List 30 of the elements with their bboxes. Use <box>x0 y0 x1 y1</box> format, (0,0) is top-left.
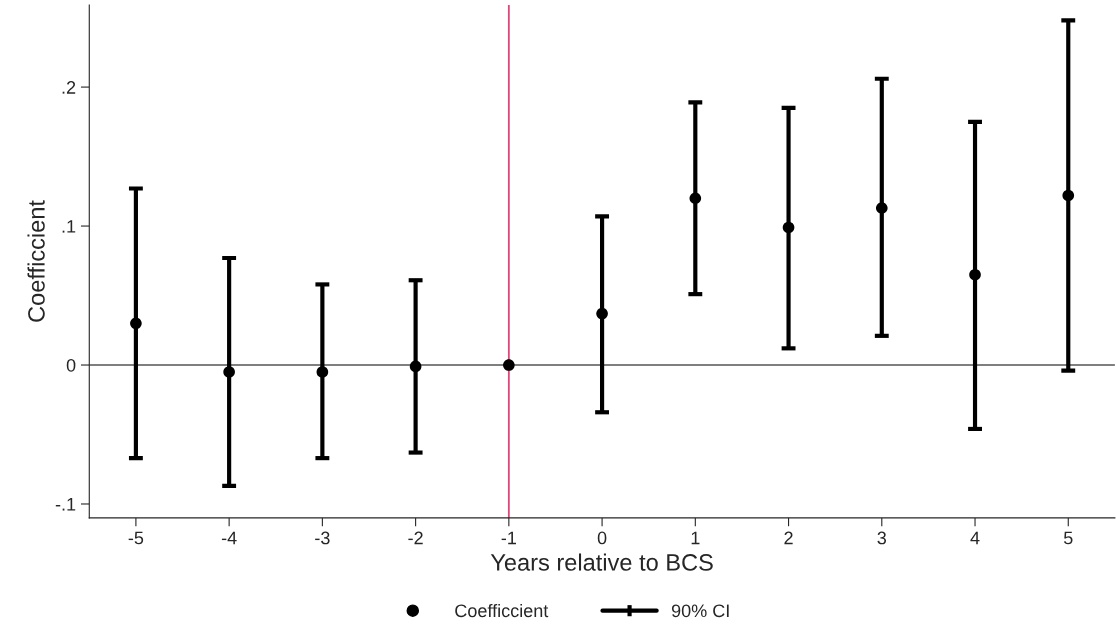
point <box>223 366 235 378</box>
x-tick-label: -5 <box>128 531 144 545</box>
x-axis-title: Years relative to BCS <box>490 553 713 571</box>
y-tick-label: 0 <box>66 358 76 372</box>
point <box>409 360 422 373</box>
point <box>689 192 702 205</box>
x-tick-label: 2 <box>784 531 793 545</box>
x-tick-label: -2 <box>408 531 423 545</box>
x-tick-label: -3 <box>315 531 330 545</box>
point <box>503 359 515 371</box>
point <box>875 202 888 214</box>
point <box>316 366 329 378</box>
x-tick-label: 1 <box>691 531 700 545</box>
point <box>969 268 981 281</box>
x-tick-label: -1 <box>501 531 516 545</box>
text: 90% CI <box>671 604 729 618</box>
point <box>596 307 608 320</box>
y-axis-title: Coefficcient <box>27 200 45 322</box>
y-tick-label: -.1 <box>55 498 76 511</box>
y-tick-label: .2 <box>62 81 76 94</box>
x-tick-label: 4 <box>970 531 980 545</box>
point <box>782 221 795 234</box>
point <box>1062 189 1075 202</box>
x-tick-label: 0 <box>597 531 607 545</box>
y-tick-label: .1 <box>62 220 76 233</box>
x-tick-label: -4 <box>221 531 237 545</box>
x-tick-label: 5 <box>1063 531 1073 545</box>
x-tick-label: 3 <box>877 531 887 545</box>
legend-label: Coefficcient <box>455 603 549 618</box>
point <box>130 317 142 330</box>
